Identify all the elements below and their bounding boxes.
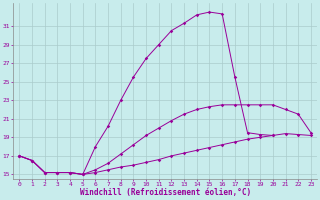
- X-axis label: Windchill (Refroidissement éolien,°C): Windchill (Refroidissement éolien,°C): [80, 188, 251, 197]
